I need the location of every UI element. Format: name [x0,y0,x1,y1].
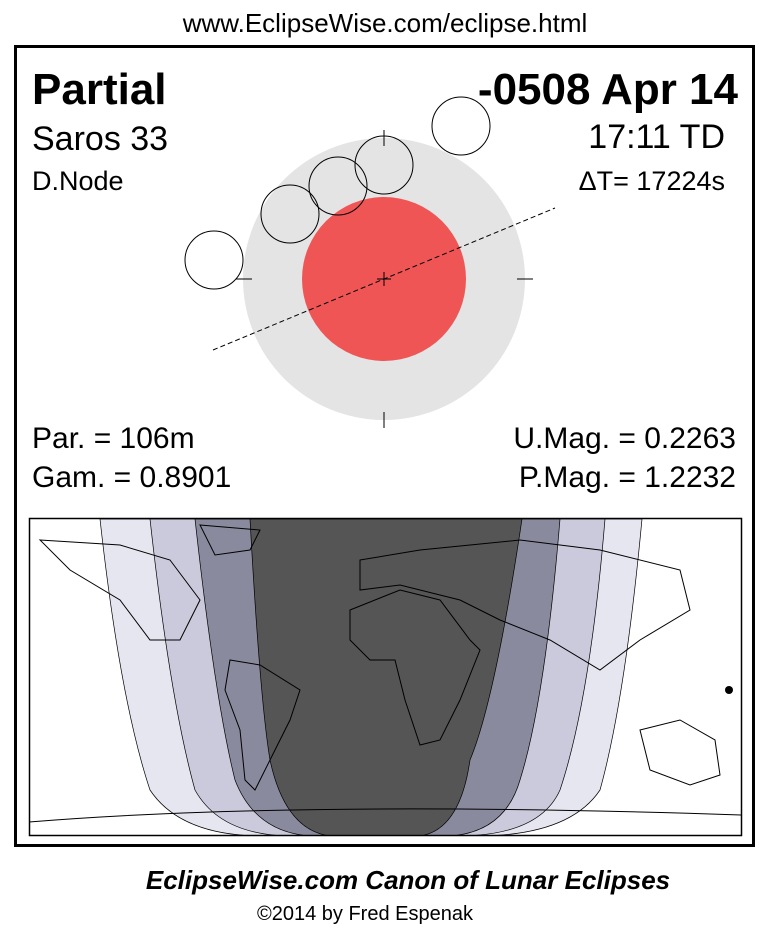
eclipse-geometry [184,96,556,428]
sub-lunar-point [725,686,733,694]
gamma: Gam. = 0.8901 [32,461,231,494]
node: D.Node [32,166,124,196]
time: 17:11 TD [588,118,725,156]
eclipse-date: -0508 Apr 14 [478,65,739,114]
moon-positions [184,96,491,290]
umbral-magnitude: U.Mag. = 0.2263 [513,422,736,455]
footer-credit: ©2014 by Fred Espenak [257,903,474,925]
penumbral-magnitude: P.Mag. = 1.2232 [519,461,736,494]
axis-ticks [236,130,533,428]
visibility-map [28,517,743,837]
frame [14,45,755,847]
duration: Par. = 106m [32,422,195,455]
coastlines [29,524,741,823]
url: www.EclipseWise.com/eclipse.html [182,8,588,38]
map-border [28,517,743,837]
footer-title: EclipseWise.com Canon of Lunar Eclipses [146,865,670,895]
delta-t: ΔT= 17224s [579,166,725,196]
saros: Saros 33 [32,120,168,158]
eclipse-type: Partial [32,65,167,114]
